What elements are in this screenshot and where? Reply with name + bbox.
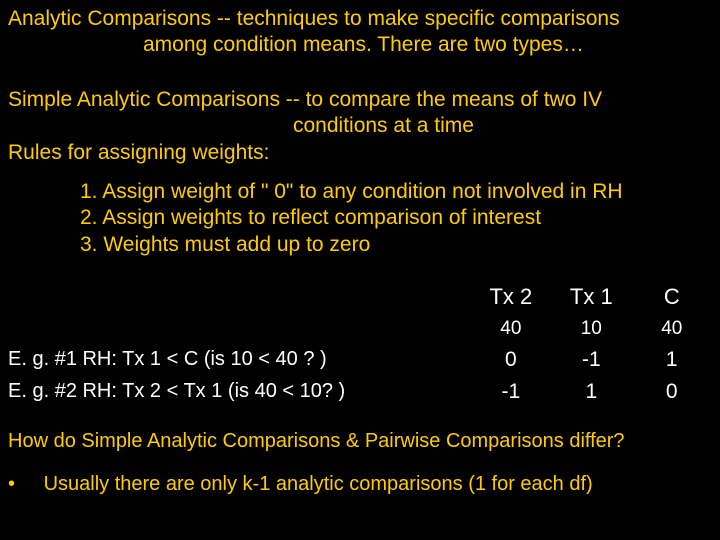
row1-w3: 1 — [632, 344, 712, 376]
simple-def-line1: Simple Analytic Comparisons -- to compar… — [8, 87, 712, 113]
rule-item-1: 1. Assign weight of " 0" to any conditio… — [80, 179, 712, 205]
rule-item-3: 3. Weights must add up to zero — [80, 232, 712, 258]
rules-title: Rules for assigning weights: — [8, 141, 712, 165]
bullet-answer: • Usually there are only k-1 analytic co… — [8, 473, 712, 496]
weights-table: Tx 2 Tx 1 C 40 10 40 E. g. #1 RH: Tx 1 <… — [8, 280, 712, 408]
header-tx2: Tx 2 — [471, 280, 551, 314]
slide-root: Analytic Comparisons -- techniques to ma… — [0, 0, 720, 540]
header-blank — [8, 280, 471, 314]
comparison-question: How do Simple Analytic Comparisons & Pai… — [8, 430, 712, 453]
title-line1: Analytic Comparisons -- techniques to ma… — [8, 6, 712, 32]
means-blank — [8, 314, 471, 344]
row1-w1: 0 — [471, 344, 551, 376]
row2-label: E. g. #2 RH: Tx 2 < Tx 1 (is 40 < 10? ) — [8, 376, 471, 408]
row2-w1: -1 — [471, 376, 551, 408]
table-means-row: 40 10 40 — [8, 314, 712, 344]
weights-table-wrap: Tx 2 Tx 1 C 40 10 40 E. g. #1 RH: Tx 1 <… — [8, 280, 712, 408]
mean-tx1: 10 — [551, 314, 631, 344]
mean-c: 40 — [632, 314, 712, 344]
simple-definition: Simple Analytic Comparisons -- to compar… — [8, 87, 712, 140]
table-row: E. g. #2 RH: Tx 2 < Tx 1 (is 40 < 10? ) … — [8, 376, 712, 408]
simple-section: Simple Analytic Comparisons -- to compar… — [8, 87, 712, 258]
bullet-text: Usually there are only k-1 analytic comp… — [44, 473, 593, 495]
simple-def-line2: conditions at a time — [8, 113, 712, 139]
table-header-row: Tx 2 Tx 1 C — [8, 280, 712, 314]
row2-w3: 0 — [632, 376, 712, 408]
title-line2: among condition means. There are two typ… — [8, 32, 712, 58]
row1-label: E. g. #1 RH: Tx 1 < C (is 10 < 40 ? ) — [8, 344, 471, 376]
header-c: C — [632, 280, 712, 314]
rule-item-2: 2. Assign weights to reflect comparison … — [80, 205, 712, 231]
row2-w2: 1 — [551, 376, 631, 408]
title-heading: Analytic Comparisons -- techniques to ma… — [8, 6, 712, 59]
mean-tx2: 40 — [471, 314, 551, 344]
table-row: E. g. #1 RH: Tx 1 < C (is 10 < 40 ? ) 0 … — [8, 344, 712, 376]
header-tx1: Tx 1 — [551, 280, 631, 314]
row1-w2: -1 — [551, 344, 631, 376]
rules-list: 1. Assign weight of " 0" to any conditio… — [8, 179, 712, 258]
bullet-dot: • — [8, 473, 38, 496]
